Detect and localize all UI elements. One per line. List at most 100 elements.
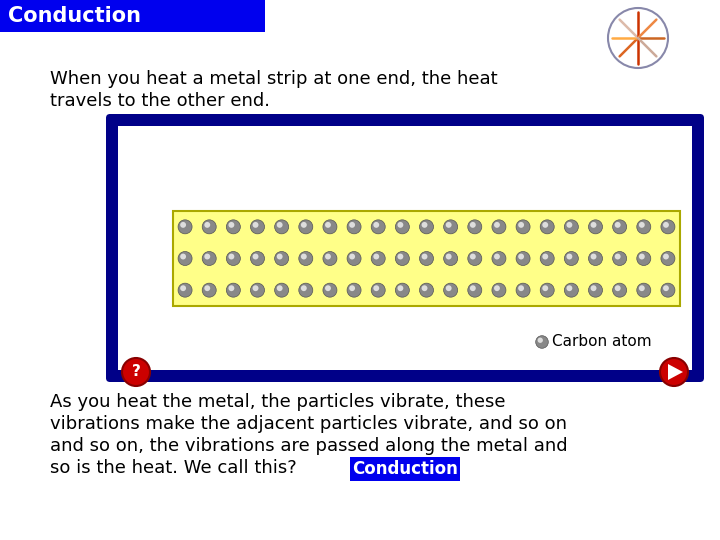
Circle shape [420, 220, 433, 234]
Circle shape [372, 220, 385, 234]
Circle shape [301, 285, 307, 291]
Circle shape [518, 222, 524, 228]
Text: and so on, the vibrations are passed along the metal and: and so on, the vibrations are passed alo… [50, 437, 567, 455]
Circle shape [325, 285, 331, 291]
Circle shape [276, 222, 283, 228]
Circle shape [178, 252, 192, 266]
Circle shape [178, 283, 192, 297]
Circle shape [470, 254, 476, 260]
Circle shape [372, 283, 385, 297]
Circle shape [540, 220, 554, 234]
Circle shape [202, 220, 216, 234]
Circle shape [444, 252, 458, 266]
Circle shape [226, 220, 240, 234]
Circle shape [663, 254, 669, 260]
Circle shape [274, 220, 289, 234]
Circle shape [397, 285, 403, 291]
Text: so is the heat. We call this?: so is the heat. We call this? [50, 459, 297, 477]
Text: Conduction: Conduction [352, 460, 458, 478]
Circle shape [253, 222, 258, 228]
Circle shape [444, 283, 458, 297]
Circle shape [590, 222, 596, 228]
Circle shape [204, 254, 210, 260]
Text: Carbon atom: Carbon atom [552, 334, 652, 349]
Circle shape [325, 254, 331, 260]
Circle shape [468, 252, 482, 266]
Circle shape [180, 222, 186, 228]
Circle shape [251, 220, 264, 234]
Circle shape [613, 220, 626, 234]
Circle shape [564, 252, 578, 266]
Circle shape [567, 222, 572, 228]
Circle shape [325, 222, 331, 228]
Circle shape [608, 8, 668, 68]
Circle shape [323, 220, 337, 234]
Circle shape [492, 252, 506, 266]
Circle shape [228, 254, 234, 260]
Circle shape [639, 222, 645, 228]
Circle shape [590, 285, 596, 291]
Circle shape [446, 285, 451, 291]
Circle shape [615, 285, 621, 291]
Circle shape [397, 254, 403, 260]
Circle shape [636, 283, 651, 297]
Circle shape [518, 254, 524, 260]
Circle shape [470, 222, 476, 228]
Circle shape [276, 285, 283, 291]
Circle shape [253, 285, 258, 291]
Bar [0, 0, 265, 32]
Circle shape [540, 283, 554, 297]
Circle shape [228, 285, 234, 291]
Circle shape [253, 254, 258, 260]
Circle shape [347, 252, 361, 266]
Circle shape [516, 220, 530, 234]
Circle shape [299, 220, 312, 234]
Bar [118, 126, 692, 370]
Circle shape [202, 283, 216, 297]
Circle shape [564, 283, 578, 297]
Circle shape [226, 252, 240, 266]
Circle shape [615, 254, 621, 260]
Circle shape [536, 336, 549, 348]
Circle shape [204, 222, 210, 228]
Circle shape [492, 220, 506, 234]
Circle shape [178, 220, 192, 234]
Circle shape [301, 222, 307, 228]
Circle shape [564, 220, 578, 234]
Circle shape [446, 254, 451, 260]
Polygon shape [668, 364, 683, 380]
Circle shape [567, 285, 572, 291]
Circle shape [588, 283, 603, 297]
Circle shape [613, 283, 626, 297]
Text: ?: ? [132, 364, 140, 380]
Circle shape [395, 283, 410, 297]
Circle shape [663, 285, 669, 291]
Circle shape [422, 222, 428, 228]
Circle shape [349, 285, 355, 291]
Circle shape [422, 254, 428, 260]
Bar [173, 211, 680, 306]
Circle shape [251, 252, 264, 266]
Circle shape [446, 222, 451, 228]
Circle shape [542, 254, 548, 260]
Circle shape [567, 254, 572, 260]
Circle shape [516, 252, 530, 266]
Circle shape [395, 220, 410, 234]
Circle shape [470, 285, 476, 291]
Circle shape [444, 220, 458, 234]
Circle shape [661, 283, 675, 297]
Circle shape [538, 338, 543, 343]
Text: As you heat the metal, the particles vibrate, these: As you heat the metal, the particles vib… [50, 393, 505, 411]
Circle shape [373, 254, 379, 260]
Bar [350, 457, 460, 481]
Circle shape [349, 254, 355, 260]
Circle shape [663, 222, 669, 228]
Circle shape [588, 220, 603, 234]
Circle shape [542, 285, 548, 291]
Circle shape [422, 285, 428, 291]
Circle shape [274, 252, 289, 266]
Circle shape [323, 252, 337, 266]
Circle shape [373, 285, 379, 291]
Circle shape [494, 222, 500, 228]
Circle shape [347, 220, 361, 234]
